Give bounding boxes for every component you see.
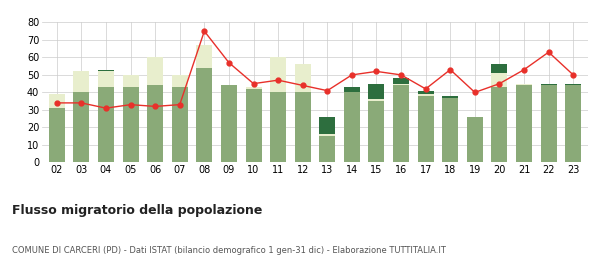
Bar xyxy=(368,99,385,101)
Bar xyxy=(49,94,65,108)
Text: Flusso migratorio della popolazione: Flusso migratorio della popolazione xyxy=(12,204,262,217)
Bar xyxy=(393,78,409,84)
Bar xyxy=(295,64,311,92)
Bar xyxy=(221,85,237,162)
Bar xyxy=(73,71,89,92)
Bar xyxy=(442,98,458,162)
Bar xyxy=(565,84,581,85)
Bar xyxy=(49,108,65,162)
Bar xyxy=(147,85,163,162)
Bar xyxy=(98,87,114,162)
Bar xyxy=(98,70,114,71)
Bar xyxy=(491,64,508,73)
Bar xyxy=(491,73,508,87)
Bar xyxy=(565,85,581,162)
Bar xyxy=(541,84,557,85)
Bar xyxy=(418,96,434,162)
Bar xyxy=(245,89,262,162)
Bar xyxy=(172,87,188,162)
Bar xyxy=(270,57,286,92)
Bar xyxy=(196,68,212,162)
Bar xyxy=(319,136,335,162)
Bar xyxy=(442,96,458,98)
Bar xyxy=(295,92,311,162)
Bar xyxy=(172,75,188,87)
Bar xyxy=(270,92,286,162)
Bar xyxy=(368,84,385,99)
Bar xyxy=(393,85,409,162)
Bar xyxy=(516,84,532,85)
Bar xyxy=(196,45,212,68)
Bar xyxy=(467,117,483,162)
Bar xyxy=(147,57,163,68)
Bar xyxy=(368,101,385,162)
Bar xyxy=(344,87,360,92)
Bar xyxy=(98,71,114,87)
Text: COMUNE DI CARCERI (PD) - Dati ISTAT (bilancio demografico 1 gen-31 dic) - Elabor: COMUNE DI CARCERI (PD) - Dati ISTAT (bil… xyxy=(12,246,446,255)
Bar xyxy=(122,87,139,162)
Bar xyxy=(344,92,360,162)
Bar xyxy=(319,117,335,134)
Bar xyxy=(516,85,532,162)
Legend: Iscritti (da altri comuni), Iscritti (dall'estero), Iscritti (altri), Cancellati: Iscritti (da altri comuni), Iscritti (da… xyxy=(95,0,535,4)
Bar xyxy=(418,91,434,94)
Bar xyxy=(418,94,434,96)
Bar xyxy=(541,85,557,162)
Bar xyxy=(245,87,262,89)
Bar xyxy=(147,68,163,85)
Bar xyxy=(491,87,508,162)
Bar xyxy=(122,75,139,87)
Bar xyxy=(393,84,409,85)
Bar xyxy=(73,92,89,162)
Bar xyxy=(319,134,335,136)
